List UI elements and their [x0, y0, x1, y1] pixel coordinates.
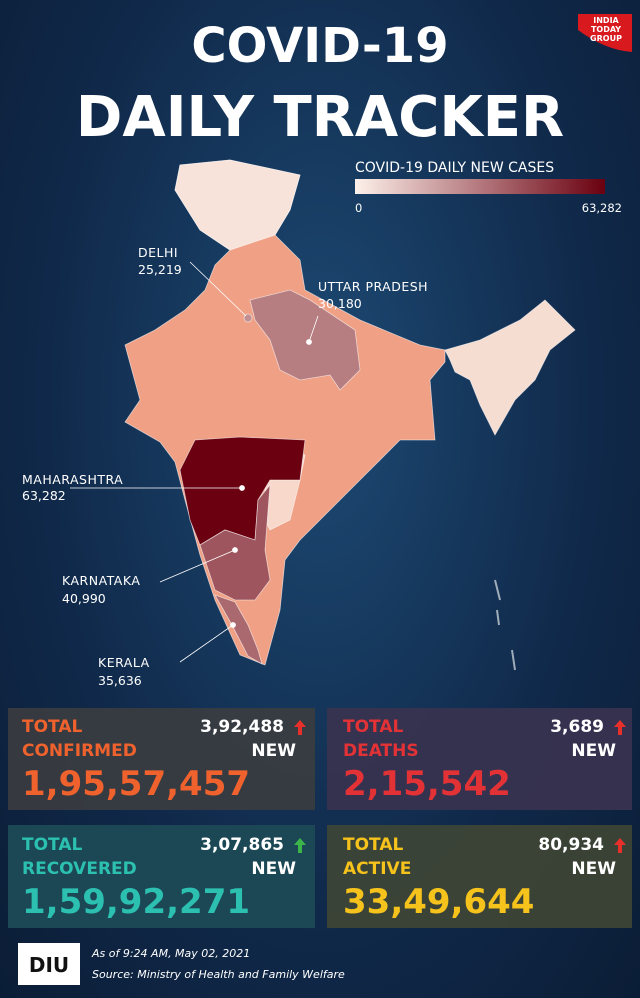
- leaders: [70, 261, 319, 663]
- region: [174, 159, 301, 251]
- state-kerala: [214, 594, 263, 665]
- islands: [494, 579, 516, 671]
- arrow-up: [294, 838, 306, 853]
- leader-line: [179, 624, 234, 663]
- card-label: DEATHS: [343, 741, 419, 761]
- card-new-value: 3,07,865: [200, 835, 284, 855]
- card-active: TOTAL ACTIVE 33,49,644 80,934 NEW: [327, 825, 632, 928]
- leader-line: [189, 261, 247, 317]
- state-name: KERALA: [98, 655, 150, 670]
- state-uttar-pradesh: [249, 289, 361, 391]
- footer-date: As of 9:24 AM, May 02, 2021: [91, 947, 250, 960]
- logo-text: INDIA: [593, 16, 619, 25]
- leader-dot: [239, 485, 245, 491]
- card-new-label: NEW: [571, 859, 616, 879]
- state-value: 30,180: [318, 296, 362, 311]
- card-new-label: NEW: [571, 741, 616, 761]
- state-name: UTTAR PRADESH: [318, 279, 428, 294]
- card-total: 2,15,542: [343, 764, 511, 804]
- card-new-value: 80,934: [538, 835, 604, 855]
- card-deaths: TOTAL DEATHS 2,15,542 3,689 NEW: [327, 708, 632, 810]
- state-name: KARNATAKA: [62, 573, 140, 588]
- state-value: 40,990: [62, 591, 106, 606]
- legend-bar: [355, 179, 605, 194]
- legend-max: 63,282: [582, 201, 622, 215]
- state-name: MAHARASHTRA: [22, 472, 123, 487]
- legend-min: 0: [355, 201, 362, 215]
- legend-title: COVID-19 DAILY NEW CASES: [355, 160, 554, 176]
- arrow-up: [614, 838, 626, 853]
- card-label: TOTAL: [343, 835, 403, 855]
- card-label: TOTAL: [22, 717, 82, 737]
- card-bg: [8, 708, 315, 810]
- leader-line: [308, 315, 319, 343]
- india-map: [124, 159, 576, 671]
- card-label: RECOVERED: [22, 859, 137, 879]
- leader-dot: [230, 622, 236, 628]
- state-name: DELHI: [138, 245, 178, 260]
- mainland: [124, 159, 446, 666]
- footer-logo: DIU: [29, 953, 69, 977]
- state-value: 63,282: [22, 488, 66, 503]
- footer-logo-bg: [18, 943, 80, 985]
- card-label: CONFIRMED: [22, 741, 137, 761]
- state-maharashtra: [179, 436, 306, 546]
- card-label: TOTAL: [343, 717, 403, 737]
- card-recovered: TOTAL RECOVERED 1,59,92,271 3,07,865 NEW: [8, 825, 315, 928]
- leader-dot: [306, 339, 312, 345]
- card-bg: [327, 708, 632, 810]
- card-bg: [327, 825, 632, 928]
- card-label: TOTAL: [22, 835, 82, 855]
- title-line2: DAILY TRACKER: [76, 85, 564, 150]
- logo: INDIA TODAY GROUP: [578, 14, 632, 52]
- logo-text: GROUP: [590, 34, 622, 43]
- title-line1: COVID-19: [191, 18, 448, 74]
- state-value: 35,636: [98, 673, 142, 688]
- card-new-label: NEW: [251, 741, 296, 761]
- card-new-label: NEW: [251, 859, 296, 879]
- leader-dot: [232, 547, 238, 553]
- arrow-up: [614, 720, 626, 735]
- card-total: 1,59,92,271: [22, 882, 250, 922]
- state-karnataka: [199, 483, 271, 601]
- logo-shape: [578, 14, 632, 52]
- card-new-value: 3,92,488: [200, 717, 284, 737]
- card-new-value: 3,689: [550, 717, 604, 737]
- card-label: ACTIVE: [343, 859, 411, 879]
- region: [444, 299, 576, 436]
- card-bg: [8, 825, 315, 928]
- card-total: 1,95,57,457: [22, 764, 250, 804]
- logo-text: TODAY: [591, 25, 621, 34]
- arrow-up: [294, 720, 306, 735]
- card-total: 33,49,644: [343, 882, 534, 922]
- footer-source: Source: Ministry of Health and Family We…: [92, 968, 345, 981]
- card-confirmed: TOTAL CONFIRMED 1,95,57,457 3,92,488 NEW: [8, 708, 315, 810]
- state-value: 25,219: [138, 262, 182, 277]
- leader-line: [159, 549, 236, 583]
